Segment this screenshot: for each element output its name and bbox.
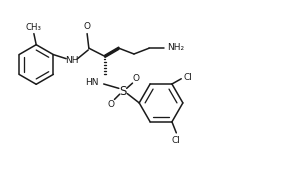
Text: CH₃: CH₃ [25,23,41,32]
Text: O: O [107,100,115,109]
Text: O: O [84,22,91,31]
Text: O: O [133,74,139,83]
Text: NH: NH [65,56,78,65]
Text: Cl: Cl [184,73,192,82]
Text: S: S [119,85,127,98]
Polygon shape [105,47,119,58]
Text: NH₂: NH₂ [167,43,184,52]
Text: HN: HN [85,78,99,87]
Text: Cl: Cl [172,136,181,145]
